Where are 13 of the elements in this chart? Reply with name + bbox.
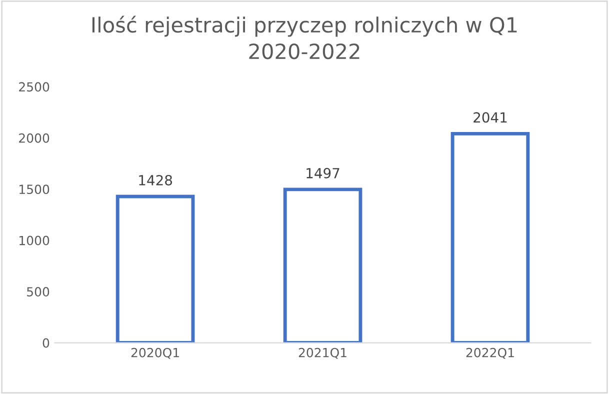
data-label: 2041 <box>474 112 507 123</box>
data-label: 1428 <box>139 174 172 186</box>
y-tick-label: 1500 <box>20 184 50 194</box>
y-tick-label: 2500 <box>19 82 50 92</box>
x-tick-label: 2020Q1 <box>131 348 179 359</box>
y-tick-label: 0 <box>42 338 50 348</box>
data-label: 1497 <box>306 168 340 178</box>
y-tick-label: 1000 <box>20 236 50 246</box>
y-tick-label: 500 <box>27 287 50 296</box>
chart-title: Ilość rejestracji przyczep rolniczych w Q1 2020-2022 <box>92 16 517 60</box>
x-tick-label: 2022Q1 <box>466 348 514 359</box>
x-tick-label: 2021Q1 <box>298 348 346 359</box>
y-tick-label: 2000 <box>19 133 50 143</box>
